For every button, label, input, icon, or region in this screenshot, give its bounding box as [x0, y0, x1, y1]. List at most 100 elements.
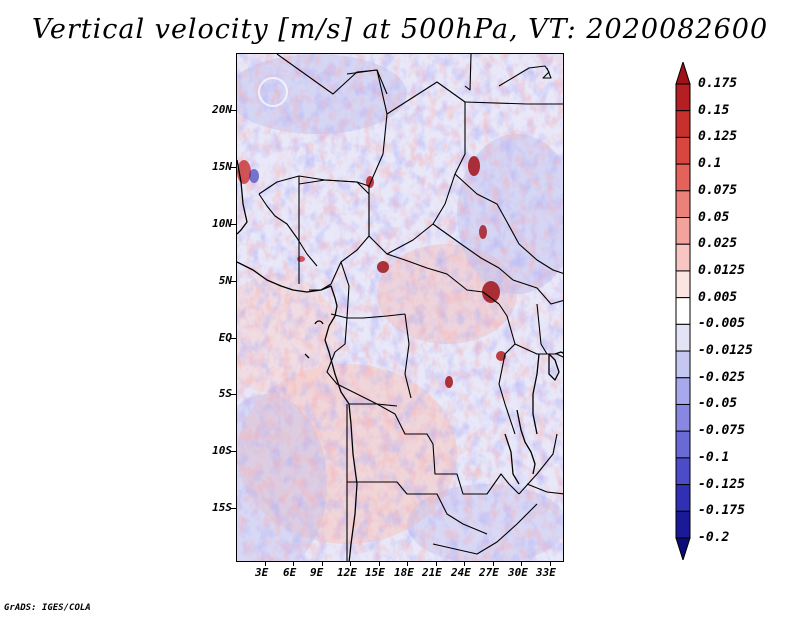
colorbar-bin [675, 297, 691, 325]
x-tick-mark [322, 562, 323, 566]
grads-credit: GrADS: IGES/COLA [4, 603, 91, 613]
border-libya-egypt [464, 54, 472, 91]
updraft-cell [496, 351, 506, 361]
coast-lake-tanganyika [532, 353, 540, 435]
island-bioko [314, 320, 324, 325]
colorbar-bin [675, 377, 691, 405]
x-tick-label: 18E [394, 566, 414, 579]
y-tick-label: 5N [218, 274, 232, 287]
x-tick-label: 3E [255, 566, 269, 579]
border-drc-east [498, 303, 516, 435]
updraft-cell [482, 281, 500, 303]
colorbar-bin [675, 270, 691, 299]
border-gabon-congo [326, 313, 398, 407]
colorbar-label: -0.005 [698, 316, 745, 332]
y-tick-mark [231, 281, 236, 282]
x-tick-label: 9E [310, 566, 324, 579]
x-tick-label: 24E [451, 566, 471, 579]
x-tick-label: 30E [508, 566, 528, 579]
colorbar-bin [675, 403, 691, 432]
colorbar-bin [675, 163, 691, 192]
border-sahel-north [258, 54, 388, 195]
colorbar-label: 0.15 [698, 102, 730, 118]
coast-gulf-of-guinea [237, 261, 358, 561]
field-contour [258, 77, 288, 107]
x-tick-label: 15E [365, 566, 385, 579]
colorbar-label: -0.1 [698, 449, 730, 465]
colorbar-label: -0.2 [698, 530, 730, 545]
border-uganda-kenya [536, 303, 548, 355]
x-tick-mark [464, 562, 465, 566]
updraft-cell [445, 376, 453, 388]
x-tick-label: 6E [283, 566, 297, 579]
updraft-cell [479, 225, 487, 239]
border-car-sudan [432, 223, 514, 281]
colorbar-bin [675, 350, 691, 379]
border-botswana-zimbabwe [432, 503, 538, 555]
border-tanzania [514, 343, 563, 358]
vertical-velocity-field [237, 54, 563, 561]
x-tick-mark [265, 562, 266, 566]
border-mozambique [526, 483, 563, 495]
updraft-cell [297, 256, 305, 262]
colorbar-label: -0.125 [698, 476, 745, 492]
chart-title: Vertical velocity [m/s] at 500hPa, VT: 2… [31, 14, 769, 45]
colorbar-bin [675, 217, 691, 245]
coastline [237, 159, 563, 561]
colorbar-bin [675, 190, 691, 219]
country-borders [258, 54, 563, 561]
colorbar-label: 0.005 [698, 289, 738, 305]
coast-red-sea [498, 65, 552, 87]
colorbar-bin [675, 323, 691, 352]
colorbar-bin [675, 484, 691, 512]
y-tick-mark [231, 224, 236, 225]
y-tick-label: 15N [212, 160, 232, 173]
coast-lake-victoria-east [554, 351, 563, 355]
colorbar-label: 0.125 [698, 129, 738, 145]
colorbar-bin [675, 110, 691, 138]
y-tick-mark [231, 167, 236, 168]
border-cameroon [340, 261, 406, 319]
colorbar-bin [675, 430, 691, 459]
x-tick-mark [493, 562, 494, 566]
downdraft-cell [249, 169, 259, 183]
lake-victoria [548, 353, 560, 381]
y-tick-mark [231, 338, 236, 339]
border-nigeria [298, 179, 370, 291]
border-congo-drc [404, 313, 412, 399]
border-sudan-ethiopia [454, 173, 563, 274]
x-tick-mark [550, 562, 551, 566]
x-tick-label: 12E [337, 566, 357, 579]
border-car-drc [386, 253, 500, 305]
colorbar-label: 0.05 [698, 209, 730, 225]
border-egypt-sudan [464, 101, 563, 105]
colorbar-label: -0.025 [698, 369, 745, 385]
colorbar-bin [675, 83, 691, 112]
y-tick-mark [231, 508, 236, 509]
field-texture-fine [237, 54, 563, 561]
colorbar-label: -0.0125 [698, 343, 753, 359]
colorbar-bin [675, 243, 691, 272]
colorbar-label: 0.025 [698, 236, 738, 252]
colorbar-label: -0.075 [698, 423, 745, 439]
border-west-africa [258, 193, 318, 267]
colorbar [675, 62, 691, 560]
y-tick-mark [231, 110, 236, 111]
x-tick-mark [350, 562, 351, 566]
x-tick-mark [407, 562, 408, 566]
colorbar-label: 0.1 [698, 156, 722, 172]
colorbar-label: 0.075 [698, 182, 738, 198]
colorbar-label: -0.05 [698, 396, 738, 412]
coast-senegal [237, 159, 248, 235]
x-tick-label: 21E [422, 566, 442, 579]
y-tick-label: 20N [212, 103, 232, 116]
y-tick-label: 15S [212, 501, 232, 514]
lake-malawi [504, 433, 520, 485]
x-tick-mark [379, 562, 380, 566]
border-south-sudan-uganda [512, 279, 563, 305]
updraft-cell [377, 261, 389, 273]
y-tick-label: 5S [218, 387, 232, 400]
colorbar-label: 0.0125 [698, 262, 745, 278]
coast-lake-albert [516, 409, 536, 475]
colorbar-bin [675, 510, 691, 539]
